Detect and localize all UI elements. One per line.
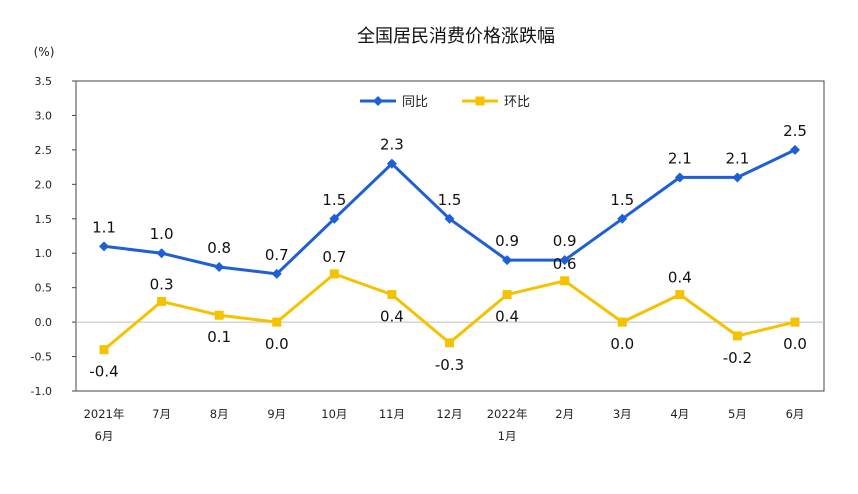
data-label-series-1: 0.8 [207, 239, 231, 257]
y-tick-label: 1.5 [35, 213, 53, 226]
x-tick-label: 8月 [210, 407, 229, 421]
data-label-series-1: 1.5 [322, 191, 346, 209]
series-point-1 [156, 248, 167, 259]
x-tick-label: 2022年 [487, 407, 528, 421]
y-axis: 3.5 3.0 2.5 2.0 1.5 1.0 0.5 0.0 -0.5 -1.0 [31, 75, 76, 398]
series-point-1 [444, 213, 455, 224]
data-label-series-2: -0.4 [89, 363, 118, 381]
data-label-series-2: -0.3 [435, 356, 464, 374]
data-label-series-1: 2.3 [380, 136, 404, 154]
chart-title: 全国居民消费价格涨跌幅 [357, 26, 555, 47]
y-tick-label: 3.5 [35, 75, 53, 88]
legend-marker [475, 96, 485, 106]
series-point-1 [732, 172, 743, 183]
x-tick-label: 9月 [267, 407, 286, 421]
series-point-1 [502, 255, 513, 266]
data-label-series-2: 0.0 [610, 335, 634, 353]
data-label-series-1: 0.9 [553, 232, 577, 250]
series-point-1 [271, 268, 282, 279]
data-label-series-2: -0.2 [723, 349, 752, 367]
series-point-2 [617, 317, 627, 327]
series-point-2 [272, 317, 282, 327]
data-labels: 1.1 1.0 0.8 0.7 1.5 2.3 1.5 0.9 0.9 1.5 2.1 2.1 2.5 -… [89, 122, 807, 381]
y-tick-label: 0.0 [35, 316, 53, 329]
x-tick-label: 5月 [728, 407, 747, 421]
legend-marker [373, 96, 383, 106]
legend-label: 同比 [402, 95, 428, 110]
series-point-2 [387, 290, 397, 300]
data-label-series-1: 1.5 [610, 191, 634, 209]
y-tick-label: 0.5 [35, 282, 53, 295]
legend-label: 环比 [504, 95, 530, 110]
series-point-2 [732, 331, 742, 341]
series-point-1 [99, 241, 109, 252]
data-label-series-1: 1.1 [92, 218, 116, 236]
x-tick-label: 4月 [670, 407, 689, 421]
data-label-series-2: 0.6 [553, 255, 577, 273]
y-tick-label: -1.0 [31, 385, 52, 398]
series-point-2 [99, 345, 109, 355]
data-label-series-1: 1.0 [150, 225, 174, 243]
y-tick-label: 2.0 [35, 178, 53, 191]
series-point-2 [675, 290, 685, 300]
plot-frame [75, 80, 825, 392]
x-tick-label: 1月 [498, 429, 517, 443]
series-point-2 [502, 290, 512, 300]
x-tick-label: 6月 [786, 407, 805, 421]
y-tick-label: 3.0 [35, 109, 53, 122]
x-tick-label: 11月 [379, 407, 405, 421]
series-point-1 [559, 255, 570, 266]
series-point-1 [617, 213, 628, 224]
data-label-series-1: 0.7 [265, 246, 289, 264]
x-tick-label: 6月 [95, 429, 114, 443]
data-label-series-1: 0.9 [495, 232, 519, 250]
y-axis-unit: (%) [34, 45, 55, 59]
data-label-series-2: 0.7 [322, 248, 346, 266]
series-point-1 [386, 158, 397, 169]
x-tick-label: 7月 [152, 407, 171, 421]
data-label-series-1: 2.5 [783, 122, 807, 140]
data-label-series-2: 0.4 [668, 269, 692, 287]
series-point-1 [329, 213, 340, 224]
data-label-series-2: 0.1 [207, 328, 231, 346]
x-tick-label: 10月 [321, 407, 347, 421]
data-label-series-2: 0.3 [150, 275, 174, 293]
x-tick-label: 2021年 [84, 407, 125, 421]
y-tick-label: 2.5 [35, 144, 53, 157]
y-tick-label: -0.5 [31, 351, 52, 364]
series-point-2 [329, 269, 339, 279]
data-label-series-1: 2.1 [725, 149, 749, 167]
data-label-series-2: 0.0 [783, 335, 807, 353]
data-label-series-2: 0.4 [380, 308, 404, 326]
series-point-1 [790, 144, 800, 155]
x-tick-label: 3月 [613, 407, 632, 421]
x-tick-label: 2月 [555, 407, 574, 421]
legend: 同比 环比 [360, 95, 530, 110]
series-point-2 [214, 310, 224, 320]
x-axis: 2021年 6月 7月 8月 9月 10月 11月 12月 2022年 1月 2月 3月 4月 5月 6月 [84, 407, 805, 443]
series-point-2 [445, 338, 454, 348]
data-label-series-2: 0.4 [495, 308, 519, 326]
series-point-2 [157, 296, 167, 306]
series-point-1 [214, 262, 225, 272]
y-tick-label: 1.0 [35, 247, 53, 260]
data-label-series-1: 1.5 [438, 191, 462, 209]
series-point-1 [674, 172, 685, 183]
series-point-2 [790, 317, 800, 327]
series-point-2 [560, 276, 570, 286]
series-layer [99, 144, 800, 355]
data-label-series-2: 0.0 [265, 335, 289, 353]
x-tick-label: 12月 [436, 407, 462, 421]
data-label-series-1: 2.1 [668, 149, 692, 167]
